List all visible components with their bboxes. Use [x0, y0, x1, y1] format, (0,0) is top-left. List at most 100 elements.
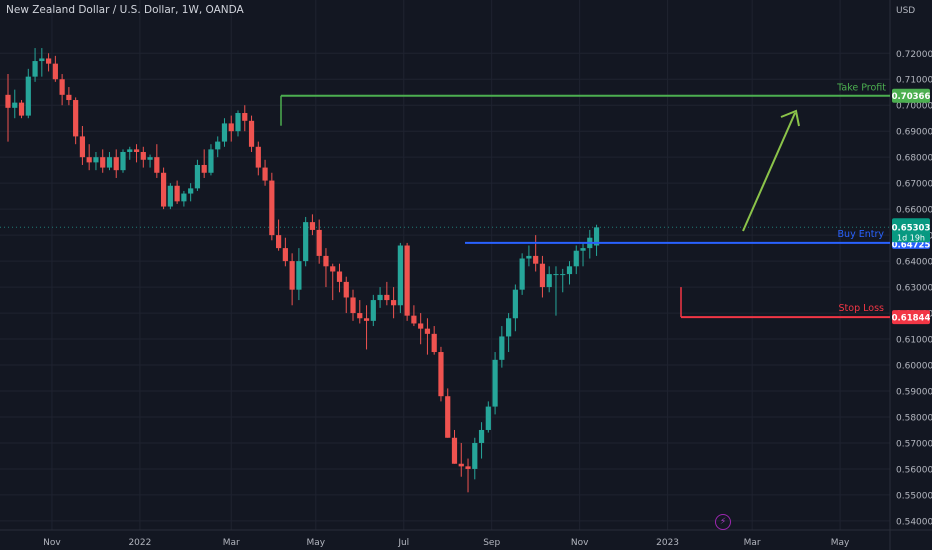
y-tick-label: 0.56000	[896, 465, 932, 475]
stop-loss-label: Stop Loss	[839, 303, 885, 314]
x-tick-label: 2022	[128, 538, 151, 548]
y-tick-label: 0.71000	[896, 76, 932, 86]
currency-label: USD	[896, 6, 915, 16]
candle-body	[160, 172, 167, 207]
candle-body	[309, 222, 316, 230]
candle-body	[336, 271, 343, 282]
candle-body	[93, 157, 99, 163]
candle-body	[593, 227, 600, 246]
candle-body	[573, 250, 579, 267]
candle-body	[255, 146, 261, 168]
take-profit-price-tag: 0.70366	[892, 92, 931, 102]
candle-body	[45, 58, 52, 64]
candle-body	[147, 157, 153, 160]
candle-body	[52, 63, 58, 80]
candle-body	[485, 406, 491, 430]
projection-arrowhead	[780, 109, 800, 127]
y-tick-label: 0.66000	[896, 206, 932, 216]
candle-body	[519, 258, 525, 290]
candle-body	[39, 58, 45, 62]
y-tick-label: 0.72000	[896, 50, 932, 60]
candle-body	[32, 61, 38, 77]
candle-body	[397, 245, 403, 306]
candle-body	[438, 352, 444, 397]
candle-body	[533, 255, 539, 264]
candle-body	[106, 157, 113, 168]
candle-body	[566, 266, 573, 275]
y-tick-label: 0.67000	[896, 180, 932, 190]
x-tick-label: Mar	[223, 538, 240, 548]
x-tick-label: Sep	[483, 538, 500, 548]
candle-body	[228, 123, 234, 132]
candle-body	[546, 274, 552, 288]
candle-body	[404, 245, 410, 316]
candle-body	[262, 167, 268, 181]
candle-body	[451, 437, 458, 464]
candle-body	[303, 222, 309, 262]
y-tick-label: 0.68000	[896, 154, 932, 164]
candle-body	[167, 185, 173, 207]
candle-body	[370, 300, 376, 321]
candle-body	[478, 429, 485, 443]
candle-body	[343, 281, 349, 298]
x-tick-label: Mar	[744, 538, 761, 548]
candle-body	[411, 315, 417, 324]
candle-body	[174, 185, 180, 202]
x-tick-label: Jul	[397, 538, 409, 548]
y-tick-label: 0.69000	[896, 128, 932, 138]
stop-loss-price-tag-bg	[892, 310, 930, 325]
x-tick-label: May	[831, 538, 850, 548]
y-tick-label: 0.55000	[896, 491, 932, 501]
candle-body	[424, 328, 431, 334]
candle-body	[431, 333, 437, 353]
candle-body	[553, 274, 559, 276]
projection-arrow	[742, 112, 796, 232]
countdown-tag: 1d 19h	[897, 233, 925, 242]
candle-body	[86, 157, 92, 163]
candle-body	[235, 113, 241, 132]
candle-body	[465, 466, 471, 469]
candle-body	[580, 248, 586, 251]
y-tick-label: 0.70000	[896, 102, 932, 112]
y-tick-label: 0.60000	[896, 362, 932, 372]
y-tick-label: 0.54000	[896, 517, 932, 527]
y-tick-label: 0.61000	[896, 336, 932, 346]
candle-body	[194, 164, 201, 189]
current-price-tag: 0.65303	[892, 223, 931, 233]
y-tick-label: 0.57000	[896, 439, 932, 449]
candle-body	[181, 193, 187, 202]
candle-body	[357, 313, 363, 319]
candle-body	[12, 102, 18, 108]
candle-body	[512, 289, 518, 319]
candle-body	[458, 463, 464, 467]
candle-body	[248, 120, 255, 147]
buy-entry-label: Buy Entry	[838, 229, 885, 240]
candle-body	[127, 149, 133, 152]
candle-body	[25, 76, 31, 116]
lightning-icon[interactable]: ⚡	[715, 514, 731, 530]
stop-loss-price-tag: 0.61844	[892, 314, 931, 324]
symbol-title: New Zealand Dollar / U.S. Dollar, 1W, OA…	[6, 4, 244, 16]
x-tick-label: Nov	[571, 538, 589, 548]
buy-entry-price-tag: 0.64725	[892, 240, 931, 250]
candle-body	[120, 151, 126, 171]
candle-body	[316, 229, 322, 256]
candle-body	[113, 157, 119, 171]
candle-body	[221, 123, 228, 142]
candle-body	[492, 359, 498, 407]
candle-body	[79, 136, 86, 158]
candle-body	[323, 255, 329, 267]
candle-body	[5, 94, 11, 108]
candle-body	[539, 263, 546, 288]
candle-body	[391, 300, 397, 306]
candle-body	[363, 318, 370, 321]
candle-body	[296, 261, 302, 290]
x-tick-label: 2023	[656, 538, 679, 548]
candle-body	[208, 149, 214, 173]
candle-body	[269, 180, 275, 236]
candle-body	[506, 318, 512, 337]
current-price-tag-bg	[892, 218, 930, 243]
y-tick-label: 0.58000	[896, 413, 932, 423]
take-profit-label: Take Profit	[836, 83, 886, 94]
